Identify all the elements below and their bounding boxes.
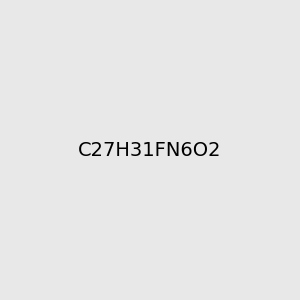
Text: C27H31FN6O2: C27H31FN6O2: [78, 140, 222, 160]
